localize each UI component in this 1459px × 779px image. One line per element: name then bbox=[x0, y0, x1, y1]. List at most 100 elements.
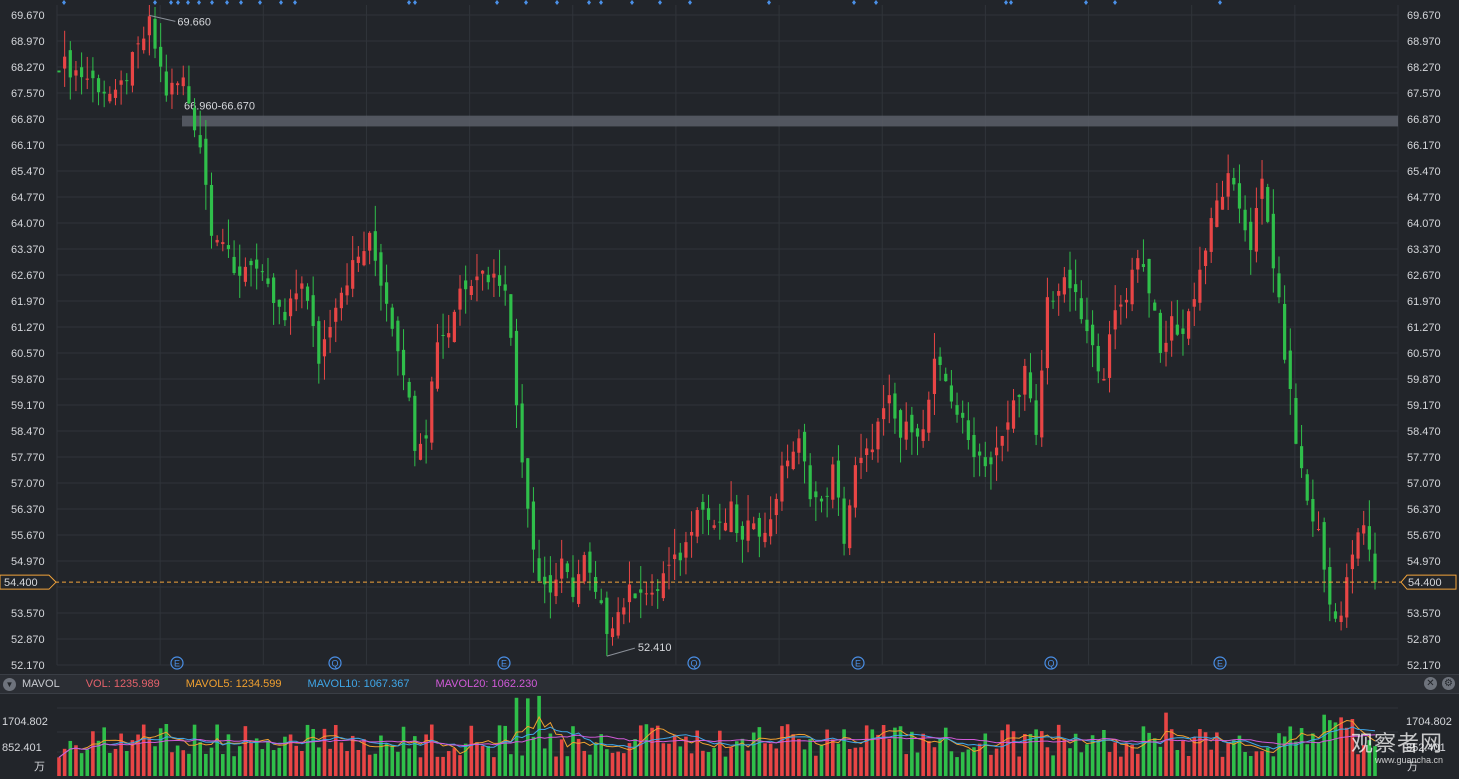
candle-body bbox=[283, 311, 287, 321]
candle-body bbox=[255, 259, 259, 269]
event-dot bbox=[599, 0, 603, 5]
event-dot bbox=[1218, 0, 1222, 5]
event-dot bbox=[1004, 0, 1008, 5]
candle-body bbox=[1266, 186, 1270, 222]
volume-bar bbox=[1361, 745, 1366, 776]
volume-bars bbox=[57, 695, 1377, 776]
volume-bar bbox=[294, 745, 299, 776]
candle-body bbox=[317, 321, 321, 364]
candle-body bbox=[1051, 300, 1055, 302]
collapse-toggle-icon[interactable]: ▼ bbox=[3, 677, 16, 691]
volume-bar bbox=[927, 740, 931, 776]
price-tick-right: 69.670 bbox=[1407, 10, 1441, 22]
price-tick-right: 57.770 bbox=[1407, 452, 1441, 464]
price-tick-left: 53.570 bbox=[11, 608, 45, 620]
candle-body bbox=[966, 420, 970, 441]
volume-bar bbox=[209, 747, 214, 776]
candle-body bbox=[198, 135, 202, 148]
price-tick-right: 53.570 bbox=[1407, 608, 1441, 620]
candle-body bbox=[305, 286, 310, 301]
candle-body bbox=[486, 274, 490, 283]
candle-body bbox=[452, 311, 456, 343]
candle-body bbox=[509, 294, 513, 338]
candle-body bbox=[893, 393, 897, 419]
event-marker-q[interactable]: Q bbox=[1044, 656, 1058, 670]
price-tick-left: 55.670 bbox=[11, 530, 45, 542]
price-tick-right: 54.970 bbox=[1407, 556, 1441, 568]
volume-bar bbox=[667, 743, 671, 776]
candle-body bbox=[170, 82, 174, 95]
event-marker-e[interactable]: E bbox=[170, 656, 184, 670]
volume-bar bbox=[706, 752, 711, 776]
volume-bar bbox=[746, 750, 750, 776]
volume-bar bbox=[362, 739, 366, 776]
volume-bar bbox=[989, 754, 993, 776]
high-annotation: 69.660 bbox=[149, 14, 211, 28]
volume-bar bbox=[644, 724, 649, 776]
volume-bar bbox=[260, 749, 265, 776]
candle-body bbox=[859, 457, 863, 464]
candle-body bbox=[1006, 422, 1010, 430]
volume-bar bbox=[74, 745, 78, 776]
candle-body bbox=[1119, 304, 1123, 307]
volume-bar bbox=[401, 726, 406, 776]
volume-bar bbox=[1062, 739, 1067, 776]
event-marker-e[interactable]: E bbox=[851, 656, 865, 670]
event-marker-q[interactable]: Q bbox=[328, 656, 342, 670]
volume-bar bbox=[1147, 732, 1151, 776]
candle-body bbox=[1367, 526, 1371, 550]
volume-bar bbox=[288, 734, 293, 776]
candle-body bbox=[1017, 395, 1021, 397]
volume-bar bbox=[1260, 751, 1264, 776]
candle-body bbox=[537, 558, 541, 581]
volume-bar bbox=[452, 748, 457, 776]
candle-body bbox=[418, 443, 423, 460]
volume-bar bbox=[734, 741, 739, 776]
volume-bar bbox=[175, 745, 180, 776]
candle-body bbox=[1209, 218, 1213, 252]
volume-bar bbox=[492, 757, 496, 776]
price-tick-right: 64.770 bbox=[1407, 192, 1441, 204]
candle-body bbox=[1226, 173, 1230, 197]
gear-icon[interactable]: ⚙ bbox=[1442, 677, 1455, 690]
volume-bar bbox=[802, 749, 807, 776]
candle-body bbox=[836, 460, 841, 498]
candle-body bbox=[882, 408, 886, 420]
event-marker-e[interactable]: E bbox=[1213, 656, 1227, 670]
volume-bar bbox=[1152, 738, 1157, 776]
candle-body bbox=[1040, 370, 1044, 438]
volume-bar bbox=[147, 738, 152, 776]
volume-bar bbox=[254, 738, 259, 776]
event-marker-q[interactable]: Q bbox=[687, 656, 701, 670]
candle-body bbox=[1130, 269, 1134, 305]
mavol10-value: MAVOL10: 1067.367 bbox=[307, 678, 410, 690]
candle-body bbox=[164, 71, 168, 96]
candle-body bbox=[729, 501, 733, 533]
candle-body bbox=[769, 519, 773, 537]
event-marker-e[interactable]: E bbox=[497, 656, 511, 670]
volume-bar bbox=[689, 753, 694, 776]
candle-body bbox=[1345, 577, 1349, 618]
candle-body bbox=[1283, 303, 1287, 360]
volume-bar bbox=[407, 748, 411, 776]
candle-body bbox=[435, 342, 440, 389]
volume-bar bbox=[62, 748, 67, 776]
candle-body bbox=[379, 252, 383, 286]
candle-body bbox=[1232, 177, 1236, 185]
event-dot bbox=[210, 0, 214, 5]
candle-body bbox=[915, 428, 920, 437]
volume-bar bbox=[198, 742, 203, 776]
price-tick-left: 69.670 bbox=[11, 10, 45, 22]
grid-lines bbox=[56, 5, 1399, 666]
candle-body bbox=[661, 573, 665, 599]
candle-body bbox=[825, 495, 829, 497]
candle-body bbox=[560, 558, 564, 579]
volume-bar bbox=[1294, 741, 1298, 776]
candle-body bbox=[390, 307, 394, 329]
event-dot bbox=[587, 0, 591, 5]
event-marker-ring bbox=[328, 656, 342, 670]
close-icon[interactable]: ✕ bbox=[1424, 677, 1437, 690]
price-tick-left: 66.170 bbox=[11, 140, 45, 152]
